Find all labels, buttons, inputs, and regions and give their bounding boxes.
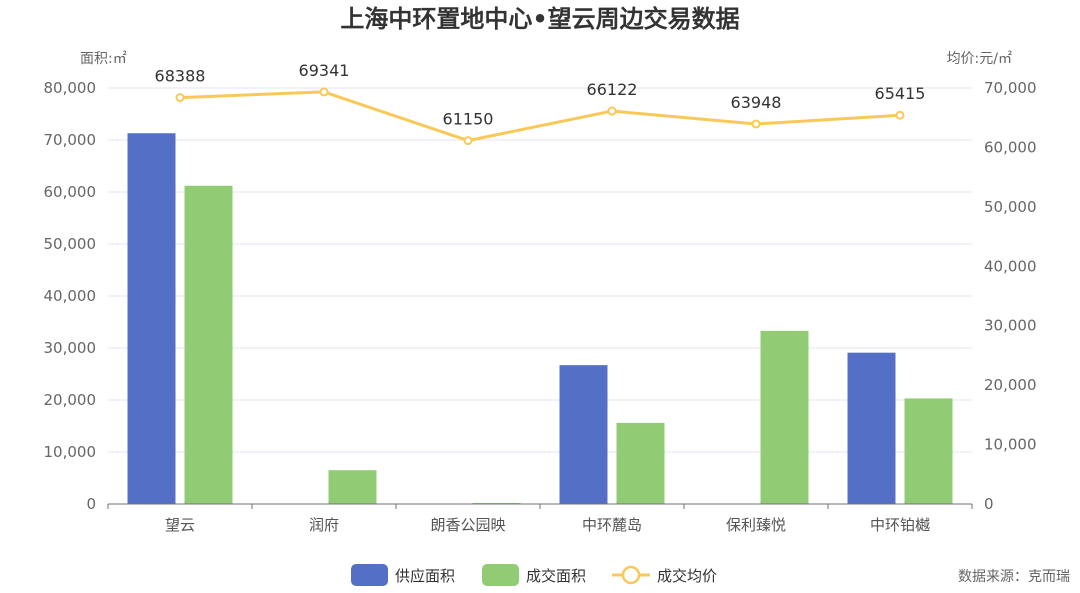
left-tick-label: 0 (86, 495, 96, 513)
right-tick-label: 50,000 (984, 198, 1037, 216)
left-y-axis: 0 10,000 20,000 30,000 40,000 50,000 60,000 70,… (44, 79, 97, 513)
price-data-label: 63948 (731, 93, 782, 112)
source-note: 数据来源：克而瑞 (958, 569, 1070, 585)
left-tick-label: 70,000 (44, 131, 97, 149)
price-point (607, 106, 617, 116)
right-tick-label: 40,000 (984, 257, 1037, 275)
chart-title: 上海中环置地中心•望云周边交易数据 (340, 5, 739, 33)
category-label: 中环麓岛 (582, 516, 642, 534)
category-label: 保利臻悦 (726, 516, 786, 534)
legend: 供应面积 成交面积 成交均价 (351, 564, 717, 586)
right-tick-label: 10,000 (984, 436, 1037, 454)
bar-transaction (184, 185, 233, 504)
price-data-label: 66122 (587, 80, 638, 99)
category-label: 中环铂樾 (870, 516, 930, 534)
bar-supply (127, 133, 176, 505)
gridlines (108, 87, 972, 453)
x-axis: 望云 润府 朗香公园映 中环麓岛 保利臻悦 中环铂樾 (107, 503, 973, 534)
price-data-label: 65415 (875, 84, 926, 103)
right-tick-label: 0 (984, 495, 994, 513)
legend-line-marker (621, 565, 641, 585)
left-tick-label: 80,000 (44, 79, 97, 97)
legend-swatch-supply (351, 564, 388, 586)
legend-swatch-transaction (482, 564, 519, 586)
price-data-label: 61150 (443, 110, 494, 129)
price-line (179, 90, 901, 143)
left-tick-label: 40,000 (44, 287, 97, 305)
left-tick-label: 60,000 (44, 183, 97, 201)
price-point (175, 93, 185, 103)
left-tick-label: 10,000 (44, 443, 97, 461)
right-y-axis: 0 10,000 20,000 30,000 40,000 50,000 60,000 70,… (984, 79, 1037, 513)
bar-supply (847, 352, 896, 504)
bar-transaction (904, 398, 953, 504)
category-label: 望云 (165, 516, 195, 534)
bar-transaction (760, 330, 809, 504)
price-data-label: 68388 (155, 67, 206, 86)
price-point (319, 87, 329, 97)
price-point (751, 119, 761, 129)
bar-transaction (616, 422, 665, 504)
left-axis-label: 面积:㎡ (80, 51, 127, 67)
category-label: 润府 (309, 516, 339, 534)
right-axis-label: 均价:元/㎡ (947, 51, 1012, 67)
right-tick-label: 70,000 (984, 79, 1037, 97)
left-tick-label: 20,000 (44, 391, 97, 409)
price-point (895, 110, 905, 120)
left-tick-label: 50,000 (44, 235, 97, 253)
category-label: 朗香公园映 (430, 516, 505, 534)
legend-label: 供应面积 (395, 567, 455, 585)
right-tick-label: 60,000 (984, 138, 1037, 156)
legend-label: 成交面积 (526, 567, 586, 585)
line-series: 68388 69341 61150 66122 63948 65415 (155, 61, 926, 146)
left-tick-label: 30,000 (44, 339, 97, 357)
bar-transaction (472, 502, 521, 504)
right-tick-label: 30,000 (984, 317, 1037, 335)
legend-label: 成交均价 (657, 567, 717, 585)
bar-series (127, 133, 953, 505)
price-point (463, 136, 473, 146)
right-tick-label: 20,000 (984, 376, 1037, 394)
price-data-label: 69341 (299, 61, 350, 80)
bar-supply (559, 365, 608, 504)
bar-transaction (328, 470, 377, 504)
